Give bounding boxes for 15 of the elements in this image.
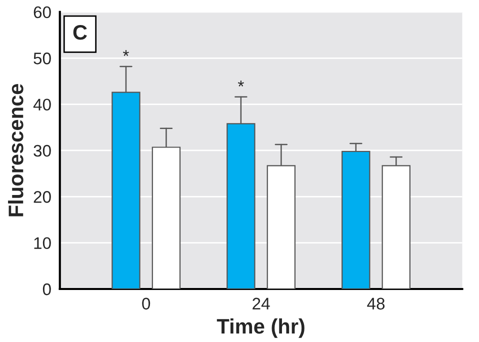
y-axis-title: Fluorescence	[8, 84, 24, 216]
y-tick-label: 50	[34, 52, 51, 64]
data-label: *	[238, 80, 244, 86]
y-tick-label: 10	[34, 237, 51, 250]
x-tick-label: 0	[142, 298, 150, 310]
x-tick-label: 48	[367, 298, 385, 310]
y-tick-label: 20	[34, 191, 51, 203]
y-tick-label: 0	[42, 283, 51, 296]
annotation: C	[73, 24, 87, 40]
y-tick-label: 40	[33, 98, 51, 111]
data-label: *	[123, 50, 129, 56]
x-axis-title: Time (hr)	[216, 318, 304, 338]
y-tick-label: 60	[34, 6, 51, 18]
x-tick-label: 24	[252, 298, 270, 310]
y-tick-label: 30	[34, 144, 51, 157]
